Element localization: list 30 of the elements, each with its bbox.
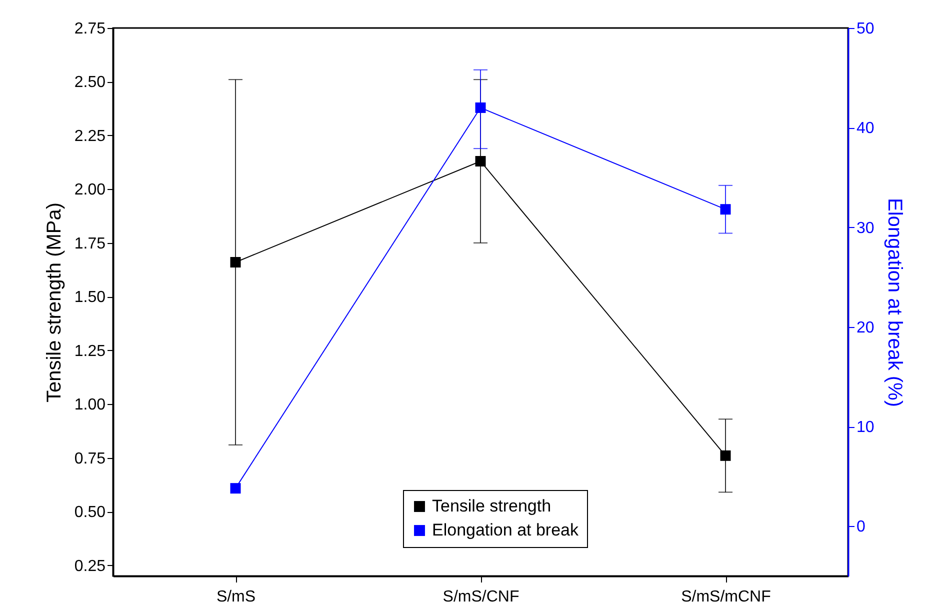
y-tick-label: 1.50 <box>74 289 106 306</box>
y2-tick-label: 50 <box>856 20 874 38</box>
point <box>475 102 486 113</box>
y-tick-label: 1.75 <box>74 235 106 252</box>
x-tick-label: S/mS <box>216 588 256 606</box>
x-tick-label: S/mS/CNF <box>442 588 520 606</box>
y-tick-label: 2.00 <box>74 182 106 199</box>
y-tick-label: 1.25 <box>74 342 106 360</box>
legend-label: Tensile strength <box>432 496 552 516</box>
y-tick-label: 0.75 <box>74 450 106 468</box>
y-tick-label: 0.25 <box>74 558 106 575</box>
y2-tick-label: 20 <box>856 319 874 336</box>
y2-tick-label: 10 <box>856 419 874 436</box>
y2-tick-label: 40 <box>856 120 874 138</box>
point <box>475 156 486 166</box>
y-tick-label: 2.75 <box>74 20 106 38</box>
y2-tick-label: 0 <box>856 518 866 536</box>
y-tick-label: 2.25 <box>74 128 106 145</box>
y-tick-label: 1.00 <box>74 396 106 414</box>
x-tick-label: S/mS/mCNF <box>681 588 772 606</box>
y2-tick-label: 30 <box>856 220 874 237</box>
y-tick-label: 0.50 <box>74 504 106 522</box>
y-tick-label: 2.50 <box>74 74 106 92</box>
point <box>230 483 241 494</box>
y2-axis-title: Elongation at break (%) <box>883 198 906 408</box>
legend-label: Elongation at break <box>432 520 579 540</box>
point <box>720 204 731 215</box>
point <box>230 257 241 268</box>
y-axis-title: Tensile strength (MPa) <box>43 202 66 403</box>
point <box>720 450 731 461</box>
